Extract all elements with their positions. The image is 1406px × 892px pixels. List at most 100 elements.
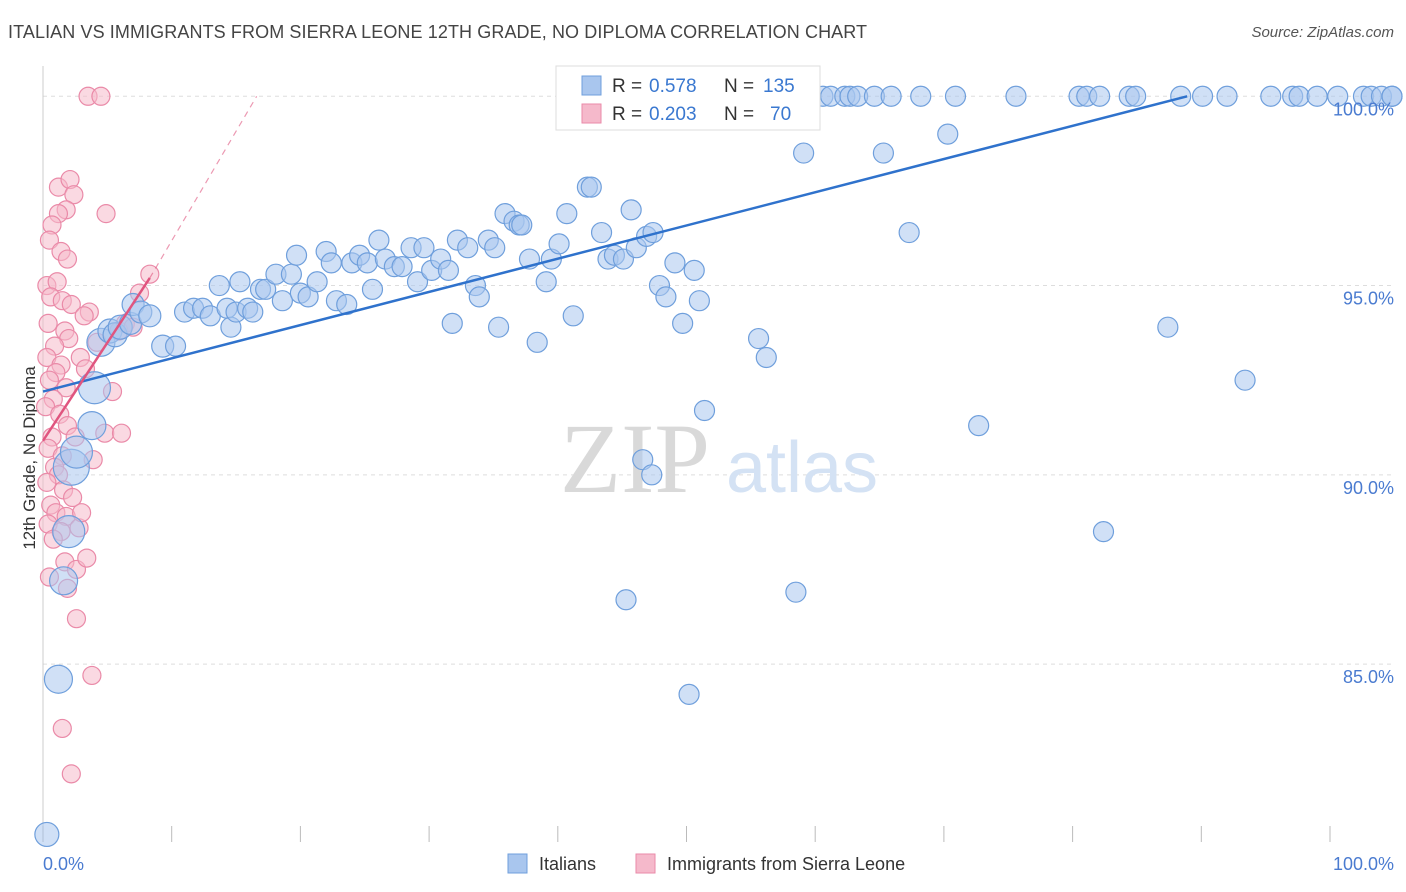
legend-r-label-italians: R = (612, 76, 642, 97)
trend-lines (41, 95, 1188, 442)
italians-point (562, 305, 584, 327)
bottom-legend-swatch-italians (507, 853, 528, 874)
sierra-leone-point (63, 487, 83, 508)
legend-n-label-italians: N = (724, 76, 754, 97)
italians-point (872, 142, 895, 164)
sierra-leone-point (39, 370, 60, 390)
italians-point (1216, 85, 1238, 107)
sierra-leone-point (52, 718, 72, 739)
italians-point (693, 399, 716, 422)
italians-point (641, 464, 663, 486)
sierra-leone-point (61, 294, 81, 315)
italians-point (1170, 85, 1192, 107)
italians-point (937, 123, 959, 145)
italians-point (1381, 85, 1403, 107)
italians-point (361, 278, 384, 300)
legend-n-label-sierra-leone: N = (724, 104, 754, 125)
italians-point (664, 252, 686, 274)
italians-point (1191, 85, 1214, 107)
italians-point (441, 312, 463, 335)
italians-point (655, 286, 677, 308)
watermark: ZIP atlas (560, 403, 878, 514)
italians-point (413, 237, 435, 259)
italians-point (1327, 85, 1349, 107)
sierra-leone-point (111, 423, 132, 443)
italians-point (406, 271, 429, 293)
chart-title: ITALIAN VS IMMIGRANTS FROM SIERRA LEONE … (8, 22, 868, 42)
italians-point (793, 142, 815, 164)
legend-n-value-italians: 135 (763, 76, 795, 97)
italians-point (77, 411, 107, 441)
legend-r-label-sierra-leone: R = (612, 104, 642, 125)
y-tick-label: 95.0% (1343, 289, 1394, 309)
sierra-leone-point (39, 230, 60, 250)
italians-point (511, 214, 533, 236)
italians-point (620, 199, 642, 221)
x-tick-label-right: 100.0% (1333, 854, 1394, 874)
italians-point (391, 256, 413, 278)
italians-point (910, 85, 932, 107)
data-points (34, 85, 1403, 848)
italians-point (468, 286, 490, 308)
italians-point (968, 415, 990, 437)
sierra-leone-point (37, 472, 57, 492)
sierra-leone-trend-extension (149, 95, 258, 279)
italians-point (785, 581, 807, 603)
italians-point (368, 229, 390, 251)
italians-point (280, 263, 302, 285)
italians-point (1089, 85, 1111, 107)
italians-point (457, 237, 479, 259)
italians-point (590, 221, 613, 244)
italians-point (52, 514, 86, 549)
bottom-legend-label-italians: Italians (539, 854, 596, 874)
italians-point (1306, 85, 1328, 107)
italians-point (285, 244, 308, 266)
italians-point (944, 85, 967, 107)
italians-point (34, 821, 60, 848)
italians-point (484, 237, 506, 259)
stats-legend: R = 0.578 N = 135 R = 0.203 N = 70 (555, 65, 821, 131)
italians-point (1157, 316, 1179, 338)
italians-point (688, 290, 710, 312)
italians-point (526, 331, 548, 353)
chart-source: Source: ZipAtlas.com (1251, 24, 1394, 41)
italians-point (747, 327, 770, 350)
italians-point (1260, 85, 1282, 107)
sierra-leone-point (66, 609, 87, 629)
italians-trend-line (42, 95, 1188, 393)
italians-point (43, 664, 74, 694)
sierra-leone-point (140, 264, 160, 284)
italians-point (336, 293, 358, 316)
italians-point (138, 304, 162, 328)
italians-point (535, 271, 557, 293)
italians-point (548, 233, 570, 255)
italians-point (898, 221, 920, 244)
legend-swatch-italians (581, 75, 602, 96)
italians-point (755, 346, 777, 369)
italians-point (208, 274, 230, 297)
y-tick-label: 100.0% (1333, 99, 1394, 119)
sierra-leone-point (61, 764, 81, 784)
italians-point (1125, 85, 1147, 107)
italians-point (437, 259, 460, 282)
italians-point (1234, 369, 1256, 391)
italians-point (556, 203, 578, 225)
sierra-leone-point (77, 548, 97, 568)
legend-r-value-sierra-leone: 0.203 (649, 104, 697, 125)
sierra-leone-point (82, 665, 102, 686)
italians-point (229, 271, 251, 293)
italians-point (1288, 85, 1310, 107)
y-tick-label: 90.0% (1343, 478, 1394, 498)
italians-point (271, 290, 293, 312)
italians-point (306, 271, 328, 293)
bottom-legend: Italians Immigrants from Sierra Leone (507, 853, 905, 874)
bottom-legend-swatch-sierra-leone (635, 853, 656, 874)
italians-point (255, 278, 277, 300)
y-tick-label: 85.0% (1343, 667, 1394, 687)
italians-point (672, 312, 694, 335)
italians-point (880, 85, 902, 107)
italians-point (678, 683, 700, 705)
sierra-leone-point (64, 185, 84, 205)
